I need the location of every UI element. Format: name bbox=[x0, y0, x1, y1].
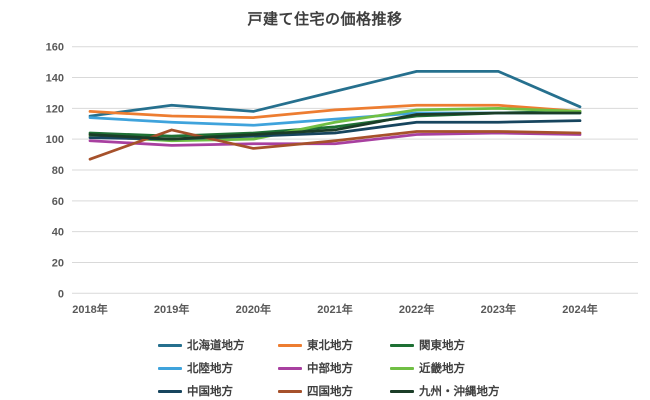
legend-item: 北陸地方 bbox=[158, 360, 278, 376]
legend-item: 中部地方 bbox=[278, 360, 390, 376]
legend-label: 東北地方 bbox=[307, 340, 353, 352]
x-axis-tick-label: 2019年 bbox=[154, 302, 189, 316]
legend-item: 中国地方 bbox=[158, 383, 278, 399]
series-line-近畿地方 bbox=[88, 106, 582, 143]
legend-color-swatch bbox=[390, 389, 414, 393]
y-axis-tick-label: 20 bbox=[52, 257, 64, 269]
x-axis-tick-label: 2021年 bbox=[317, 302, 352, 316]
y-axis-tick-label: 80 bbox=[52, 165, 64, 177]
legend-color-swatch bbox=[390, 343, 414, 347]
legend-label: 四国地方 bbox=[307, 386, 353, 398]
legend-color-swatch bbox=[390, 366, 414, 370]
legend-label: 中部地方 bbox=[307, 363, 353, 375]
legend-color-swatch bbox=[158, 389, 182, 393]
legend-item: 関東地方 bbox=[390, 337, 560, 353]
series-line-北海道地方 bbox=[88, 69, 582, 118]
y-axis-tick-label: 60 bbox=[52, 196, 64, 208]
x-axis-tick-label: 2024年 bbox=[562, 302, 597, 316]
x-axis-tick-label: 2018年 bbox=[72, 302, 107, 316]
x-axis-tick-label: 2022年 bbox=[399, 302, 434, 316]
series-line-九州・沖縄地方 bbox=[88, 111, 582, 141]
legend-color-swatch bbox=[278, 343, 302, 347]
legend-item: 近畿地方 bbox=[390, 360, 560, 376]
legend-label: 関東地方 bbox=[419, 340, 465, 352]
y-axis-tick-label: 120 bbox=[46, 103, 64, 115]
legend-color-swatch bbox=[158, 343, 182, 347]
legend-label: 北陸地方 bbox=[187, 363, 233, 375]
legend-item: 四国地方 bbox=[278, 383, 390, 399]
series-line-東北地方 bbox=[88, 103, 582, 119]
x-axis-tick-label: 2023年 bbox=[481, 302, 516, 316]
legend-item: 北海道地方 bbox=[158, 337, 278, 353]
legend-color-swatch bbox=[278, 389, 302, 393]
y-axis-tick-label: 100 bbox=[46, 134, 64, 146]
legend-label: 中国地方 bbox=[187, 386, 233, 398]
series-line-中部地方 bbox=[88, 131, 582, 147]
y-axis-tick-label: 40 bbox=[52, 227, 64, 239]
legend-item: 東北地方 bbox=[278, 337, 390, 353]
legend-label: 近畿地方 bbox=[419, 363, 465, 375]
legend-label: 北海道地方 bbox=[187, 340, 245, 352]
legend-item: 九州・沖縄地方 bbox=[390, 383, 560, 399]
series-line-四国地方 bbox=[88, 128, 582, 161]
legend-color-swatch bbox=[278, 366, 302, 370]
x-axis-tick-label: 2020年 bbox=[236, 302, 271, 316]
y-axis-tick-label: 160 bbox=[46, 42, 64, 54]
legend-color-swatch bbox=[158, 366, 182, 370]
y-axis-tick-label: 0 bbox=[58, 288, 64, 300]
chart-title: 戸建て住宅の価格推移 bbox=[247, 11, 403, 28]
chart-canvas: 0 20 40 60 80 100 120 140 160 2018年 2019年 2020年 2021… bbox=[46, 42, 638, 316]
y-axis-tick-label: 140 bbox=[46, 73, 64, 85]
legend-label: 九州・沖縄地方 bbox=[419, 386, 500, 398]
chart-legend: 北海道地方 東北地方 関東地方北陸地方 中部地方 近畿地方中国地方 四国地方 九州・沖縄地方 bbox=[158, 337, 560, 399]
